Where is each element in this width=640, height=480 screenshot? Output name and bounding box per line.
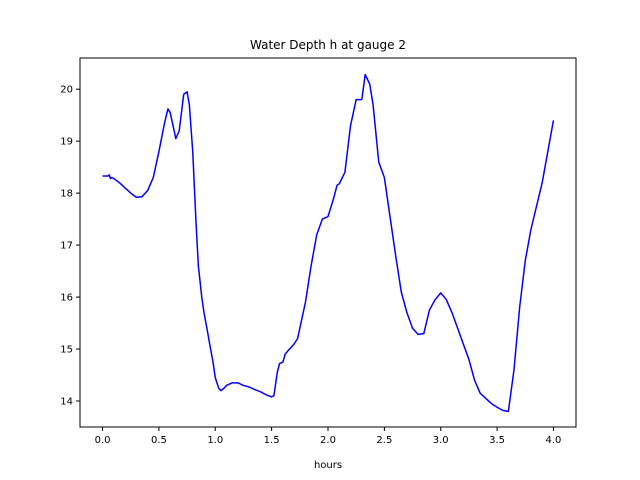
plot-area: [79, 57, 577, 428]
y-tick-label: 14: [60, 397, 73, 408]
x-axis: 0.0 0.5 1.0 1.5 2.0 2.5 3.0 3.5 4.0: [95, 427, 562, 446]
y-tick-label: 16: [60, 293, 73, 304]
x-axis-label: hours: [314, 460, 342, 471]
x-tick-label: 3.5: [489, 435, 505, 446]
x-tick-label: 0.0: [95, 435, 111, 446]
y-axis: 14 15 16 17 18 19 20: [60, 85, 80, 408]
x-tick-label: 3.0: [433, 435, 449, 446]
y-tick-label: 19: [60, 137, 73, 148]
y-tick-label: 18: [60, 189, 73, 200]
y-tick-label: 20: [60, 85, 73, 96]
plot-frame: [79, 57, 577, 428]
x-tick-label: 1.0: [207, 435, 223, 446]
y-tick-label: 17: [60, 241, 73, 252]
x-tick-label: 1.5: [264, 435, 280, 446]
y-tick-label: 15: [60, 345, 73, 356]
x-tick-label: 0.5: [151, 435, 167, 446]
x-tick-label: 4.0: [546, 435, 562, 446]
x-tick-label: 2.5: [376, 435, 392, 446]
series-line-0: [102, 73, 555, 413]
chart-title: Water Depth h at gauge 2: [250, 38, 406, 52]
x-tick-label: 2.0: [320, 435, 336, 446]
